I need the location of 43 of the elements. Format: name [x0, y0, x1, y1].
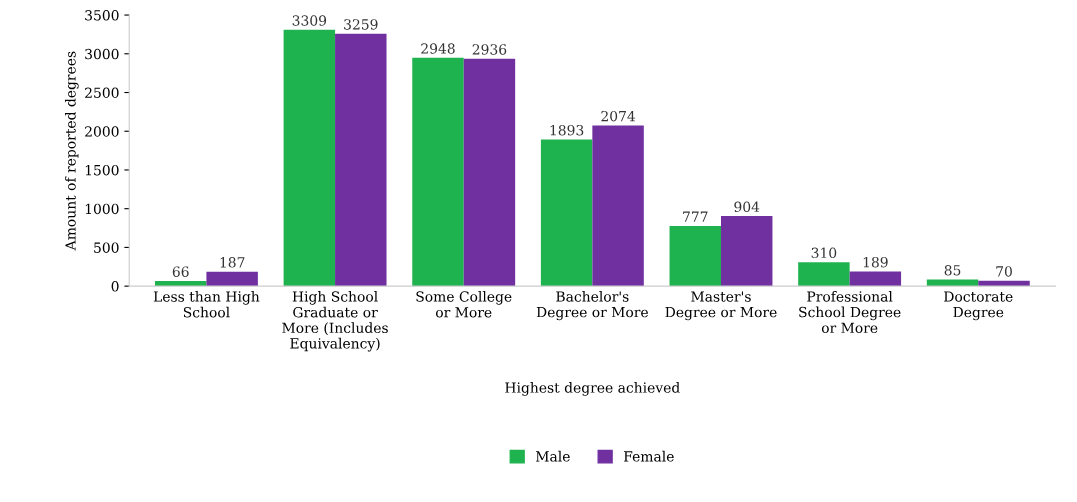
data-label: 904 [734, 201, 760, 213]
data-label: 187 [220, 257, 245, 268]
data-label: 777 [683, 211, 708, 222]
data-label: 2074 [601, 110, 636, 122]
y-tick-label: 0 [111, 281, 119, 292]
data-label: 70 [996, 266, 1012, 277]
bar [206, 271, 258, 287]
data-label: 2936 [472, 44, 507, 55]
x-tick-label: Master's Degree or More [665, 291, 777, 321]
x-tick-label: Some College or More [416, 291, 512, 318]
data-label: 189 [863, 256, 888, 268]
y-tick-label: 500 [94, 242, 119, 253]
data-label: 1893 [550, 124, 584, 136]
bar [669, 225, 721, 287]
legend-label: Female [623, 450, 674, 462]
y-axis-title: Amount of reported degrees [64, 51, 79, 251]
data-label: 3309 [292, 15, 327, 26]
y-tick-label: 2000 [85, 126, 119, 137]
y-tick-label: 3000 [85, 48, 119, 60]
data-label: 3259 [344, 19, 378, 30]
y-tick-label: 2500 [85, 87, 119, 98]
y-tick-label: 3500 [85, 10, 119, 21]
bar [283, 29, 336, 287]
data-label: 310 [811, 247, 837, 259]
bar [412, 57, 464, 287]
data-label: 66 [172, 266, 189, 277]
data-label: 2948 [421, 43, 455, 54]
bar [540, 139, 593, 287]
y-tick-label: 1500 [85, 164, 119, 176]
x-axis-title: Highest degree achieved [505, 382, 680, 396]
data-label: 85 [944, 264, 961, 276]
x-tick-label: High School Graduate or More (Includes Equivalency) [282, 291, 388, 352]
x-tick-label: Professional School Degree or More [799, 291, 901, 334]
x-tick-label: Bachelor's Degree or More [536, 291, 648, 321]
bar [463, 58, 516, 287]
bar [592, 125, 644, 287]
legend-label: Male [535, 450, 570, 462]
bar [798, 262, 850, 287]
x-tick-label: Doctorate Degree [944, 291, 1013, 321]
x-tick-label: Less than High School [153, 291, 260, 318]
y-tick-label: 1000 [85, 203, 119, 215]
bar [335, 33, 387, 287]
bar [720, 216, 773, 287]
